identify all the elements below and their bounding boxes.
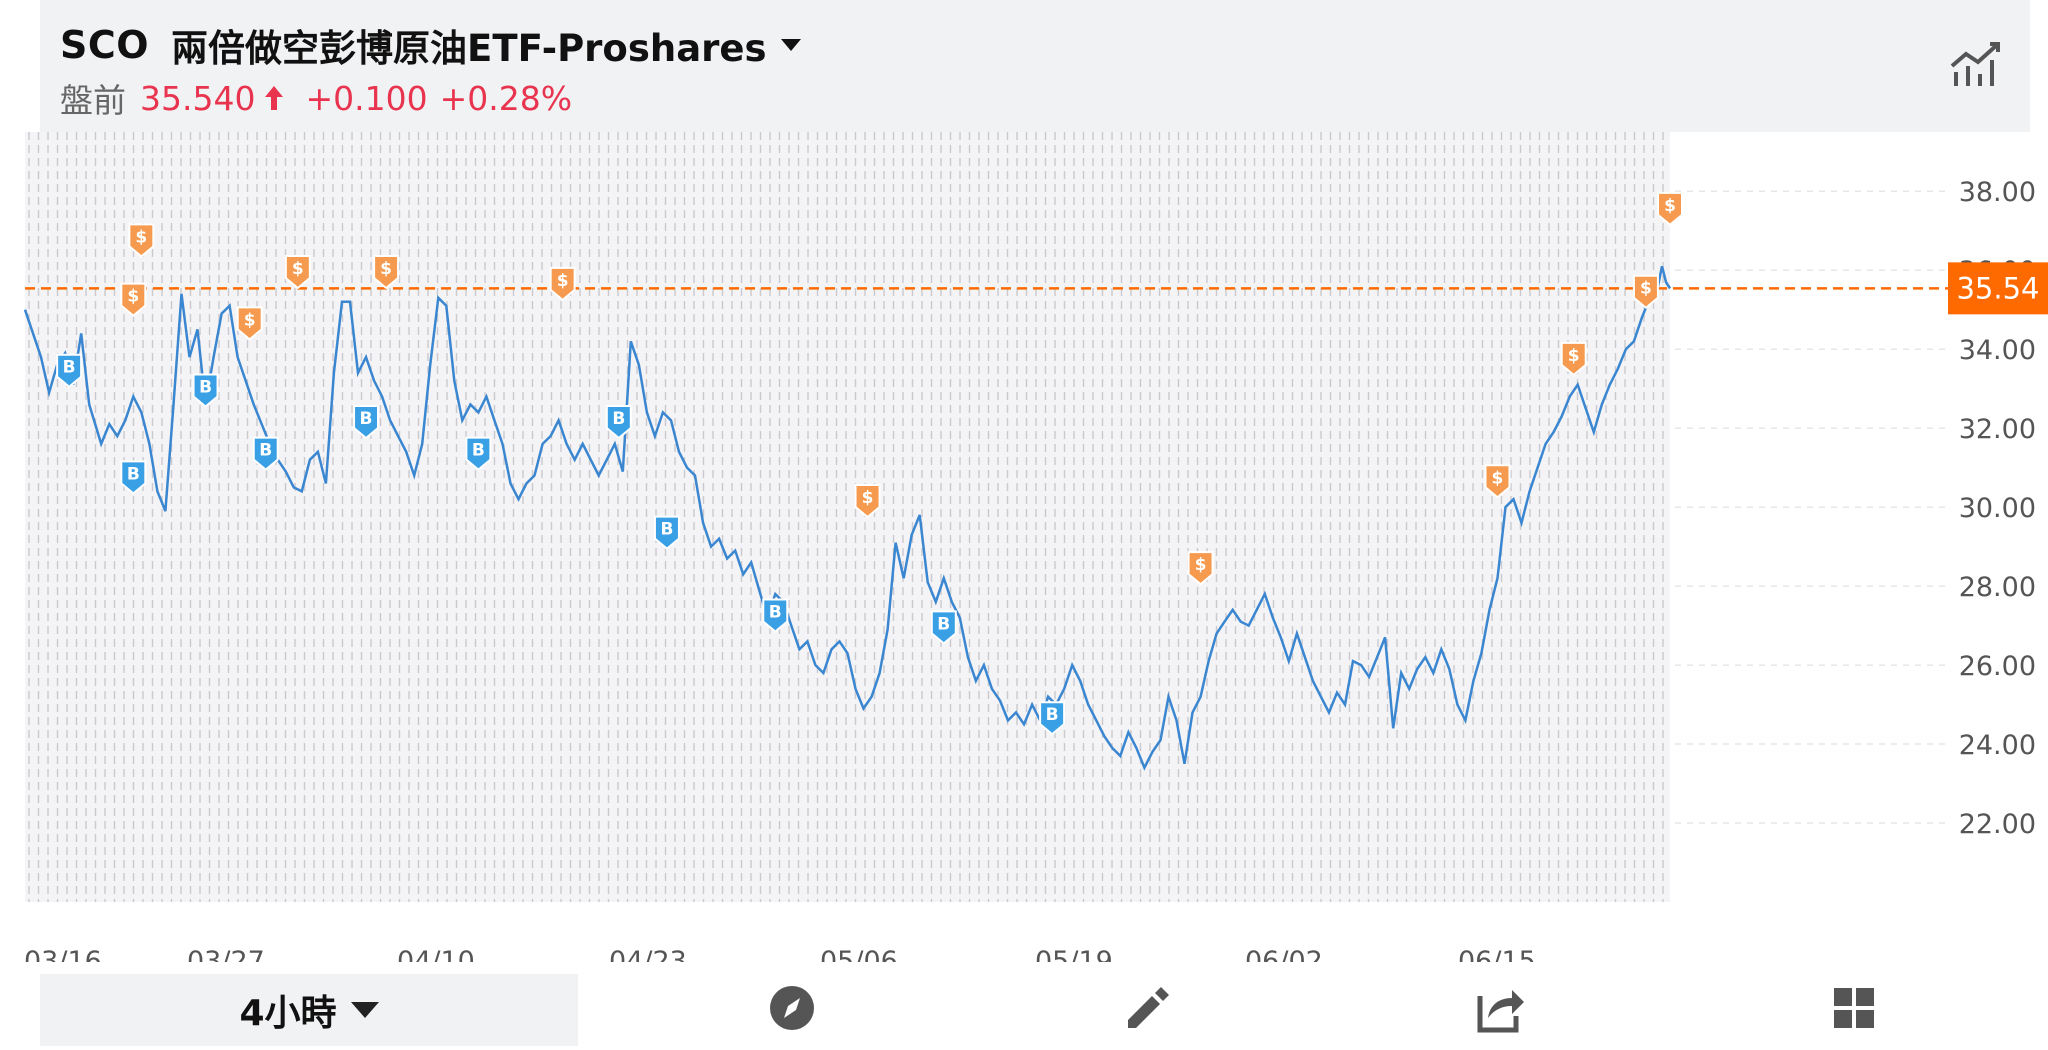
y-tick-label: 30.00 xyxy=(1959,493,2036,524)
y-tick-label: 24.00 xyxy=(1959,730,2036,761)
y-tick-label: 38.00 xyxy=(1959,177,2036,208)
current-price-label: 35.54 xyxy=(1956,271,2039,305)
x-tick-label: 05/19 xyxy=(1035,946,1113,962)
horizontal-gridlines xyxy=(1675,190,1948,824)
svg-text:$: $ xyxy=(244,310,256,330)
svg-text:B: B xyxy=(259,441,272,461)
buy-marker: B xyxy=(762,598,789,633)
y-tick-label: 28.00 xyxy=(1959,572,2036,603)
share-icon[interactable] xyxy=(1472,980,1528,1036)
grid-layout-icon[interactable] xyxy=(1826,980,1882,1036)
y-tick-label: 26.00 xyxy=(1959,651,2036,682)
caret-down-icon xyxy=(780,39,801,51)
svg-text:B: B xyxy=(63,358,76,378)
y-axis: 38.0036.0034.0032.0030.0028.0026.0024.00… xyxy=(1959,177,2036,840)
x-axis: 03/16 03/27 04/10 04/23 05/06 05/19 06/02 06/15 xyxy=(24,946,1536,962)
svg-text:$: $ xyxy=(127,287,139,307)
session-label: 盤前 xyxy=(60,81,126,120)
svg-text:$: $ xyxy=(1568,346,1580,366)
svg-text:B: B xyxy=(769,603,782,623)
svg-text:$: $ xyxy=(1195,555,1207,575)
svg-text:$: $ xyxy=(1664,196,1676,216)
buy-marker: B xyxy=(353,405,380,440)
sell-marker: $ xyxy=(373,255,400,290)
svg-text:$: $ xyxy=(862,488,874,508)
plot-background xyxy=(25,132,1670,902)
price-chart-svg[interactable]: 38.0036.0034.0032.0030.0028.0026.0024.00… xyxy=(0,132,2048,962)
caret-down-icon xyxy=(350,1002,379,1018)
buy-marker: B xyxy=(192,373,219,408)
sell-marker: $ xyxy=(128,223,155,258)
svg-text:B: B xyxy=(612,409,625,429)
header: SCO 兩倍做空彭博原油ETF-Proshares 盤前 35.540 +0.1… xyxy=(40,0,2030,132)
sell-marker: $ xyxy=(1657,191,1683,227)
x-tick-label: 06/15 xyxy=(1458,946,1536,962)
svg-text:B: B xyxy=(127,464,140,484)
y-tick-label: 34.00 xyxy=(1959,335,2036,366)
arrow-up-icon xyxy=(265,86,284,110)
timeframe-selector[interactable]: 4小時 xyxy=(40,974,578,1046)
x-tick-label: 04/10 xyxy=(397,946,475,962)
sell-marker: $ xyxy=(854,484,881,519)
x-tick-label: 06/02 xyxy=(1245,946,1323,962)
svg-text:B: B xyxy=(660,520,673,540)
svg-text:B: B xyxy=(199,377,212,397)
buy-marker: B xyxy=(605,405,632,440)
price-change-percent: +0.28% xyxy=(439,78,573,118)
svg-text:$: $ xyxy=(292,259,304,279)
buy-marker: B xyxy=(653,515,680,550)
svg-text:B: B xyxy=(472,441,485,461)
price-line xyxy=(23,265,1672,771)
price-change: +0.100 xyxy=(305,78,428,118)
timeframe-label: 4小時 xyxy=(239,993,337,1034)
buy-marker: B xyxy=(1039,701,1066,736)
x-tick-label: 03/16 xyxy=(24,946,102,962)
y-tick-label: 22.00 xyxy=(1959,809,2036,840)
chart-indicator-icon[interactable] xyxy=(1946,36,2006,96)
sell-marker: $ xyxy=(1187,551,1214,586)
svg-text:B: B xyxy=(937,614,950,634)
svg-text:B: B xyxy=(360,409,373,429)
buy-marker: B xyxy=(930,610,957,645)
current-price-tag-bg xyxy=(1948,262,2048,315)
sell-marker: $ xyxy=(1560,341,1587,377)
stock-name: 兩倍做空彭博原油ETF-Proshares xyxy=(171,27,767,70)
svg-text:$: $ xyxy=(380,259,392,279)
svg-text:$: $ xyxy=(557,271,569,291)
current-price-tag: 35.54 xyxy=(1948,262,2048,315)
trade-markers: $ $ $ $ $ $ $ $ $ $ $ $ B B B B B B B B B B B xyxy=(56,191,1683,736)
x-tick-label: 05/06 xyxy=(820,946,898,962)
sell-marker: $ xyxy=(284,255,311,290)
vertical-gridlines xyxy=(25,132,1670,902)
sell-marker: $ xyxy=(1484,464,1511,499)
buy-marker: B xyxy=(252,436,279,471)
sell-marker: $ xyxy=(120,282,147,317)
price-chart[interactable]: 38.0036.0034.0032.0030.0028.0026.0024.00… xyxy=(0,132,2048,962)
svg-text:$: $ xyxy=(1492,468,1504,488)
bottom-toolbar: 4小時 xyxy=(0,962,2048,1050)
stock-selector[interactable]: SCO 兩倍做空彭博原油ETF-Proshares xyxy=(60,18,801,72)
svg-text:B: B xyxy=(1046,705,1059,725)
buy-marker: B xyxy=(56,353,83,389)
compass-icon[interactable] xyxy=(764,980,820,1036)
ticker-symbol: SCO xyxy=(60,23,150,67)
svg-text:$: $ xyxy=(1640,279,1652,299)
sell-marker: $ xyxy=(236,306,263,341)
pencil-icon[interactable] xyxy=(1118,980,1174,1036)
buy-marker: B xyxy=(465,436,492,471)
y-tick-label: 32.00 xyxy=(1959,414,2036,445)
svg-text:$: $ xyxy=(135,227,147,247)
sell-marker: $ xyxy=(1632,274,1659,310)
price-value: 35.540 xyxy=(140,78,256,118)
quote-row: 盤前 35.540 +0.100 +0.28% xyxy=(60,74,572,122)
buy-marker: B xyxy=(120,460,147,495)
x-tick-label: 03/27 xyxy=(187,946,265,962)
sell-marker: $ xyxy=(549,266,576,302)
x-tick-label: 04/23 xyxy=(609,946,687,962)
